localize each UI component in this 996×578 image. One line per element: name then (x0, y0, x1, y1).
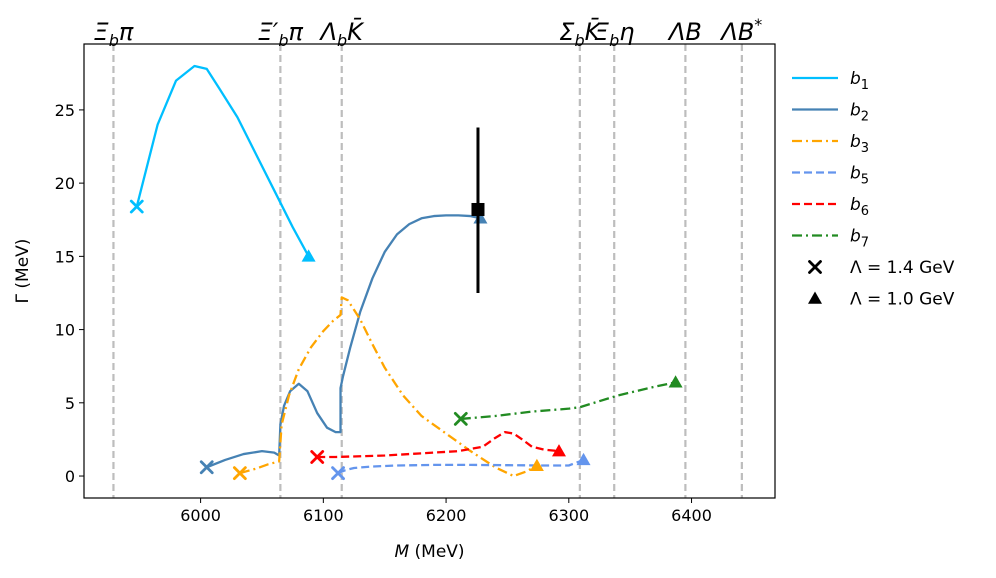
x-marker-b6 (310, 450, 325, 464)
series-line-b6 (317, 430, 560, 459)
threshold-label-rest: π (289, 18, 304, 46)
x-marker-b2 (199, 460, 214, 475)
threshold-label-sub: b (337, 31, 347, 50)
x-tick-label-1: 6100 (303, 506, 344, 525)
legend-label-b6: b6 (850, 195, 869, 219)
series-lines (135, 64, 676, 478)
triangle-marker-b7 (668, 375, 683, 388)
legend-label-sub: 3 (861, 141, 869, 156)
x-tick-label-0: 6000 (180, 506, 221, 525)
legend-label-b1: b1 (850, 69, 869, 93)
x-marker-b1-stroke-b (129, 199, 144, 214)
threshold-label-sub: b (278, 31, 288, 50)
threshold-label-4: Ξbη (594, 18, 635, 50)
y-axis-label: Γ (MeV) (13, 239, 33, 304)
data-point-square (471, 202, 485, 216)
series-markers (129, 199, 683, 481)
x-axis-label: M (MeV) (394, 542, 464, 562)
series-line-b2 (206, 214, 481, 469)
series-line-b7 (460, 381, 676, 421)
threshold-label-sub: b (609, 31, 619, 50)
threshold-label-2: ΛbK̄ (319, 17, 366, 50)
y-tick-label-1: 5 (65, 394, 75, 413)
x-marker-b5-stroke-b (331, 466, 345, 481)
threshold-labels: Ξbπ Ξ′bπ ΛbK̄ ΣbK̄Ξbη ΛB ΛB* (94, 15, 763, 50)
x-tick-label-3: 6300 (548, 506, 589, 525)
x-marker-b3-stroke-b (232, 466, 247, 481)
x-axis-label-unit: (MeV) (409, 542, 464, 562)
series-line-b3 (239, 296, 538, 478)
threshold-label-base: ΛB (667, 18, 702, 46)
threshold-label-6: ΛB* (719, 15, 762, 46)
threshold-label-base: ΛB (719, 18, 754, 46)
threshold-label-rest: K̄ (585, 17, 603, 46)
x-marker-b7-stroke-b (453, 412, 468, 426)
legend-marker-label-0: Λ = 1.4 GeV (850, 258, 955, 278)
y-tick-label-5: 25 (55, 101, 75, 120)
threshold-label-base: Λ (319, 18, 337, 46)
plot-frame (83, 43, 776, 499)
legend-label-base: b (850, 164, 861, 184)
threshold-label-sub: b (574, 31, 584, 50)
threshold-label-0: Ξbπ (94, 18, 134, 50)
threshold-label-1: Ξ′bπ (258, 18, 304, 50)
legend-marker-label-1: Λ = 1.0 GeV (850, 290, 955, 310)
threshold-label-base: Σ (559, 18, 575, 46)
triangle-marker-b5 (576, 452, 591, 466)
series-line-b1 (135, 64, 310, 257)
legend-label-base: b (850, 227, 861, 247)
legend-label-base: b (850, 101, 861, 121)
legend-label-sub: 5 (861, 173, 869, 188)
x-marker-b6-stroke-b (310, 450, 325, 464)
threshold-label-rest: π (119, 18, 134, 46)
x-marker-b1 (129, 199, 144, 214)
x-marker-b3 (232, 466, 247, 481)
x-marker-b2-stroke-b (199, 460, 214, 475)
legend-x-marker (808, 260, 822, 274)
series-line-b5 (337, 458, 584, 475)
threshold-label-3: ΣbK̄ (559, 17, 602, 50)
legend-x-marker-stroke-b (808, 260, 822, 274)
threshold-label-sub: b (109, 31, 119, 50)
legend-label-b2: b2 (850, 101, 869, 125)
threshold-label-rest: η (619, 18, 634, 46)
triangle-marker-b1 (301, 249, 316, 262)
legend-label-sub: 2 (861, 110, 869, 125)
experimental-data-point (471, 127, 485, 293)
x-marker-b5 (331, 466, 345, 481)
legend-label-sub: 1 (861, 78, 869, 93)
legend-label-base: b (850, 195, 861, 215)
threshold-lines (112, 44, 743, 498)
legend-label-base: b (850, 69, 861, 89)
y-tick-label-4: 20 (55, 174, 75, 193)
triangle-marker-b3 (529, 458, 544, 472)
legend-label-b7: b7 (850, 227, 869, 251)
threshold-label-base: Ξ (94, 18, 109, 46)
threshold-label-rest: K̄ (347, 17, 365, 46)
y-axis-ticks: 0 5 10 15 20 25 (55, 101, 84, 486)
x-marker-b7 (453, 412, 468, 426)
legend-label-b5: b5 (850, 164, 869, 188)
y-tick-label-2: 10 (55, 321, 75, 340)
x-axis-label-var: M (394, 542, 409, 562)
threshold-label-rest: * (754, 15, 762, 34)
triangle-marker-b6 (551, 444, 566, 457)
x-axis-ticks: 6000 6100 6200 6300 6400 (180, 498, 712, 525)
legend-label-base: b (850, 132, 861, 152)
x-tick-label-4: 6400 (671, 506, 712, 525)
y-tick-label-3: 15 (55, 247, 75, 266)
threshold-label-base: Ξ (594, 18, 609, 46)
legend-triangle-marker (808, 291, 822, 304)
x-tick-label-2: 6200 (426, 506, 467, 525)
legend-label-sub: 7 (861, 236, 869, 251)
threshold-label-5: ΛB (667, 18, 702, 46)
y-tick-label-0: 0 (65, 467, 75, 486)
legend-label-b3: b3 (850, 132, 869, 156)
threshold-label-base: Ξ′ (258, 18, 279, 46)
legend-label-sub: 6 (861, 204, 869, 219)
